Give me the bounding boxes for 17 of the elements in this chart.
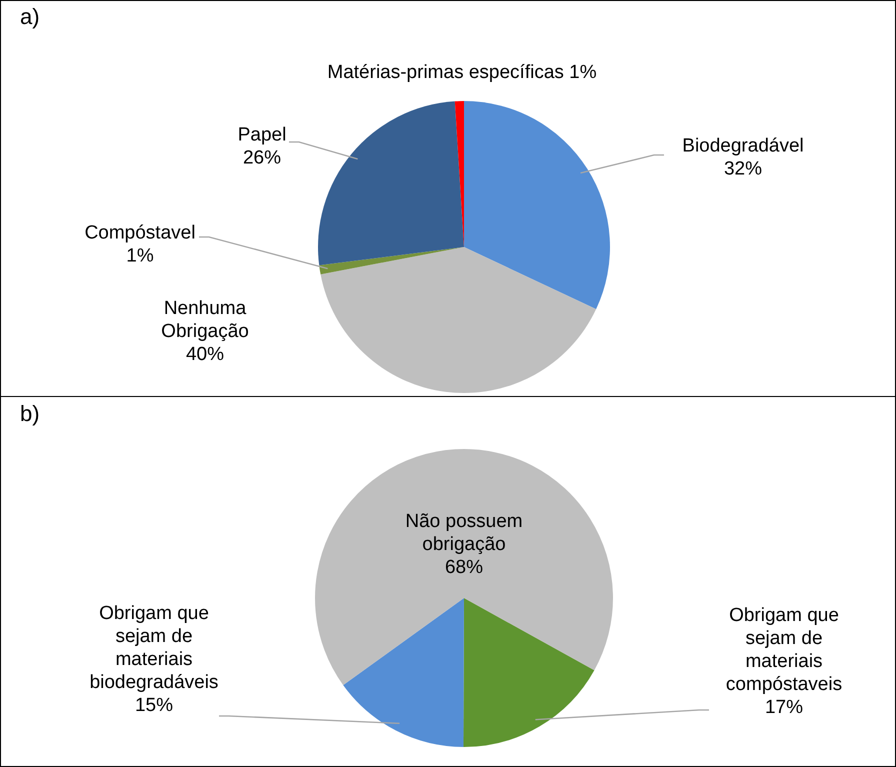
data-label: 1% — [126, 246, 154, 267]
slice-label: Biodegradável — [682, 136, 804, 157]
data-label: 40% — [186, 344, 224, 366]
slice-label: Matérias-primas específicas 1% — [327, 62, 597, 84]
data-label: 26% — [242, 148, 282, 169]
data-label: 17% — [764, 697, 804, 718]
slice-label: Obrigam que sejam de materiais biodegradáveis — [90, 603, 218, 694]
data-label: 68% — [444, 557, 484, 578]
chart-title: a) — [20, 4, 40, 30]
slice-label: Não possuem obrigação — [405, 511, 523, 556]
chart-title: b) — [20, 401, 40, 427]
slice-label: Obrigam que sejam de materiais compóstaveis — [726, 605, 842, 696]
slice-label: Papel — [238, 124, 286, 146]
data-label: 32% — [724, 158, 762, 180]
data-label: 15% — [134, 695, 174, 716]
slice-label: Compóstavel — [84, 222, 196, 244]
slice-label: Nenhuma Obrigação — [161, 298, 249, 342]
